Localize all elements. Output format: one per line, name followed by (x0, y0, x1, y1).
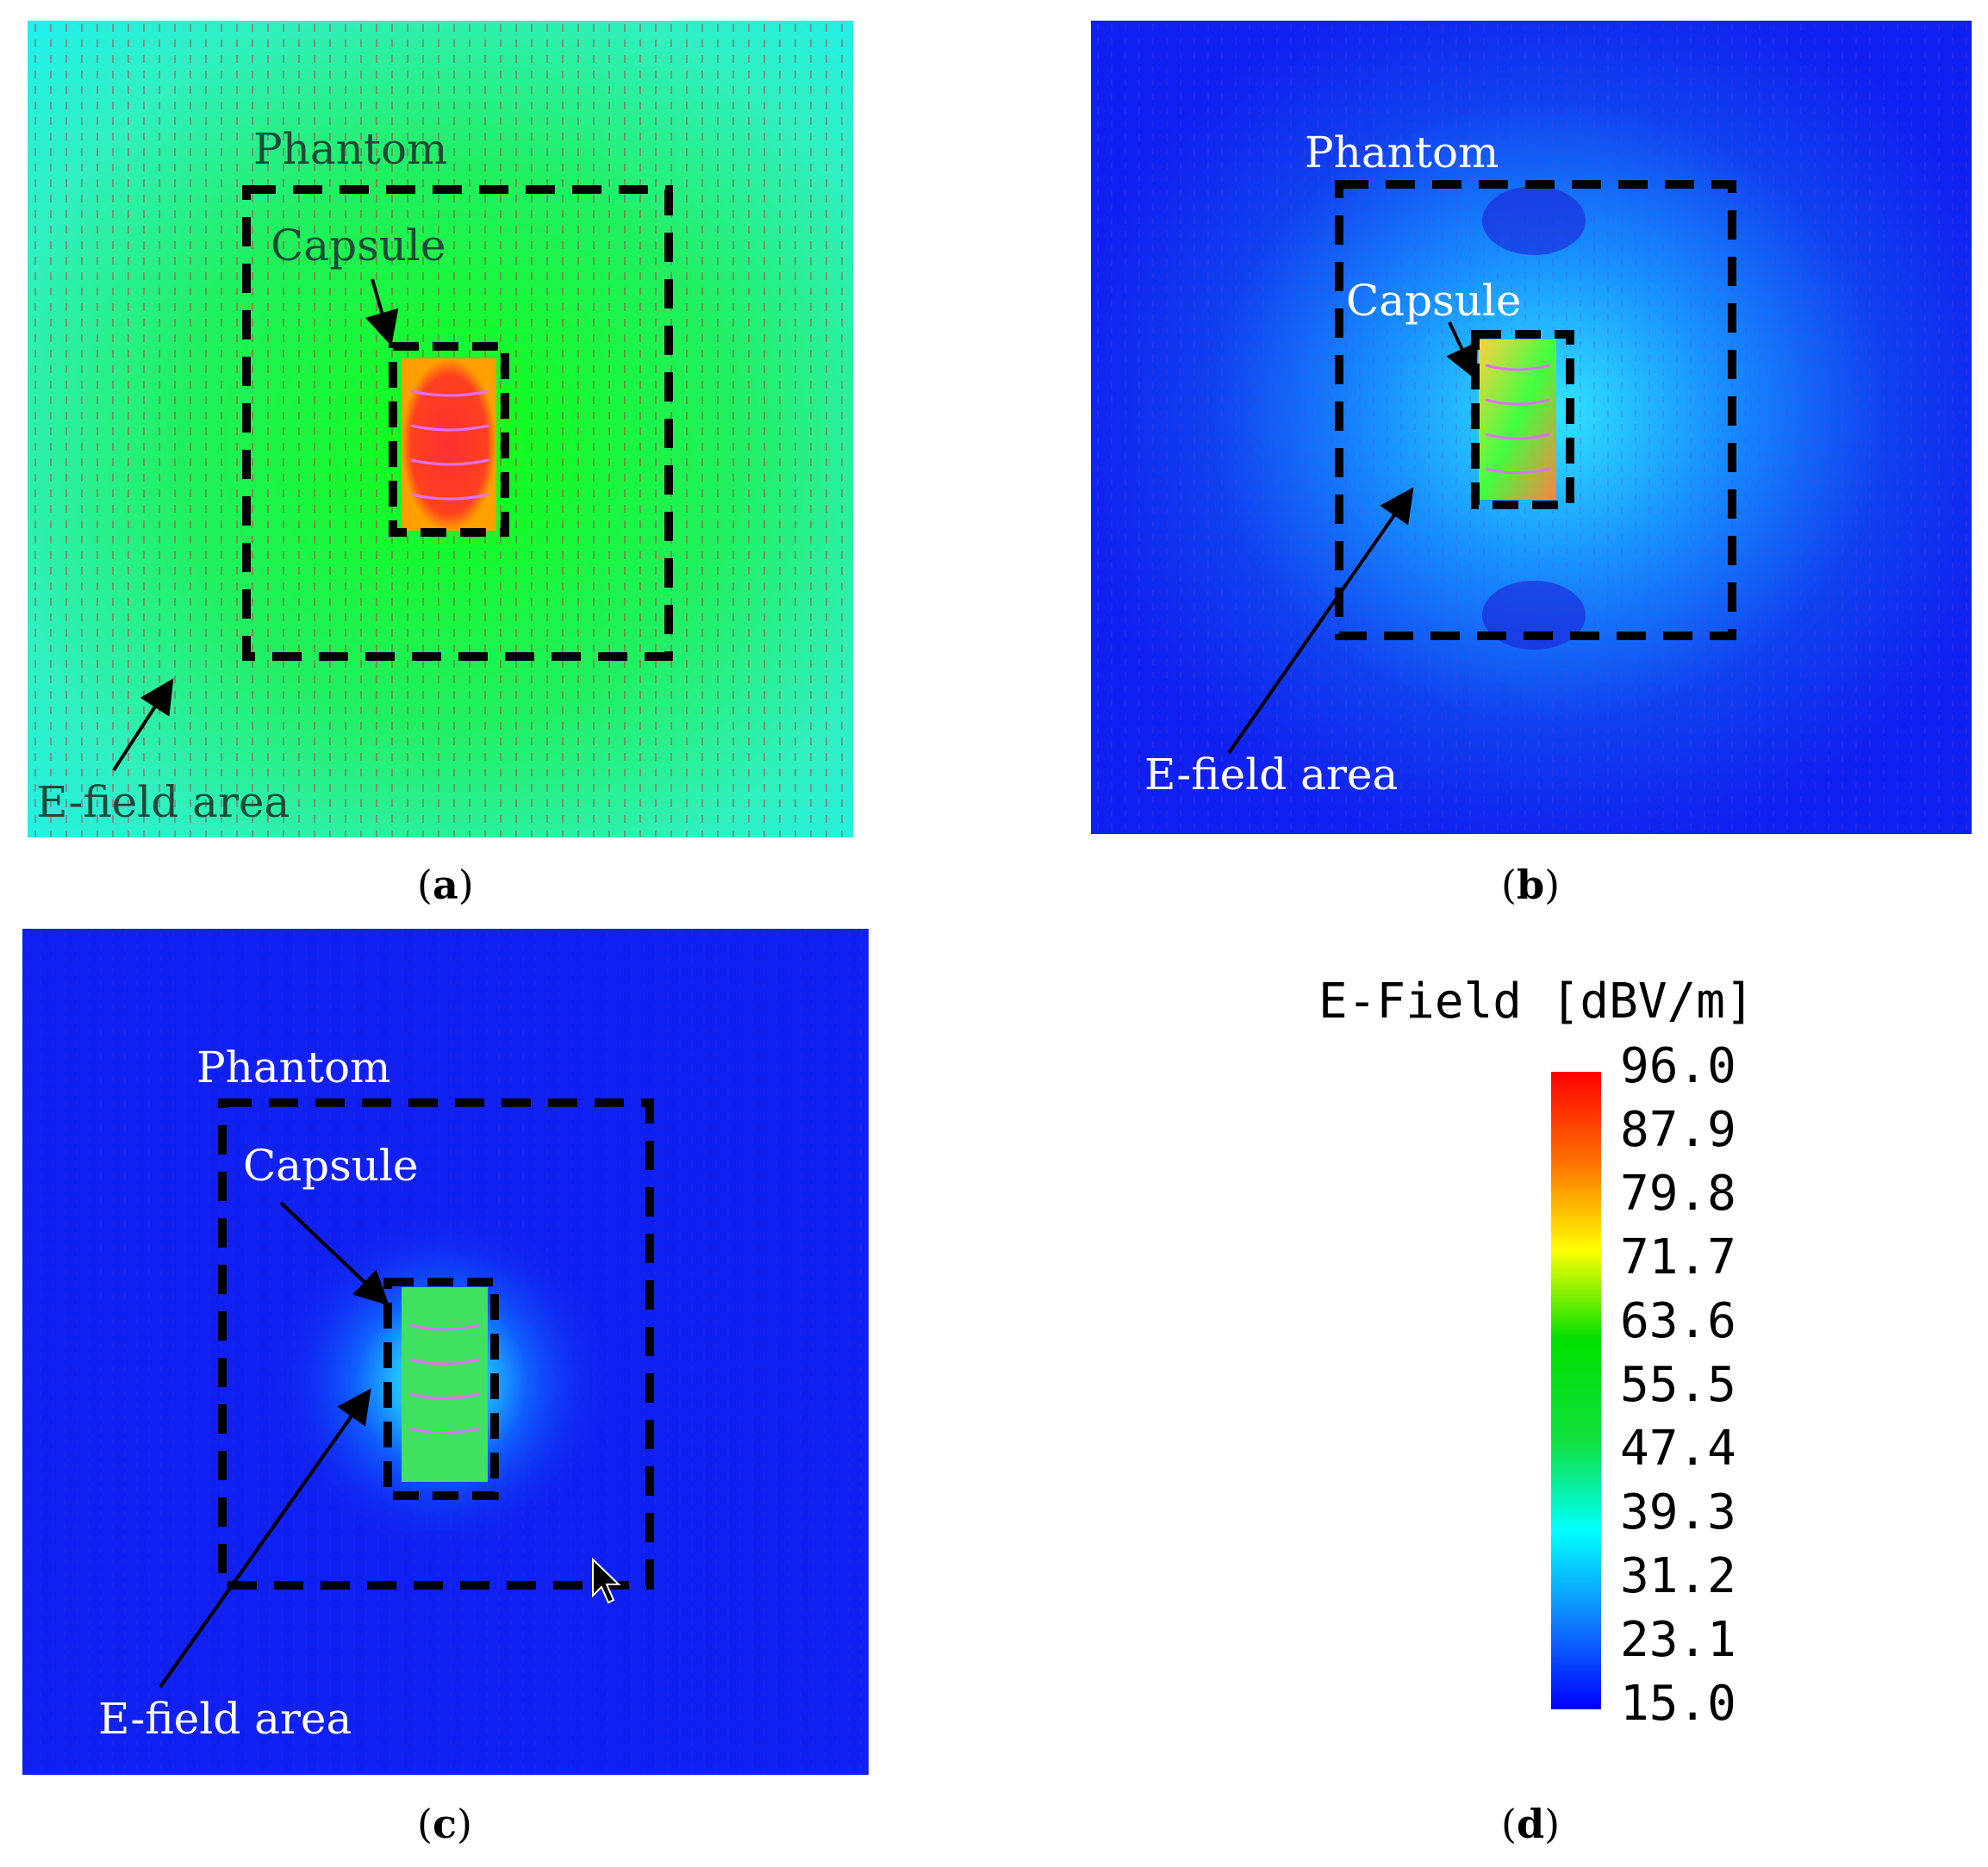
phantom-label-b: Phantom (1305, 128, 1499, 177)
legend-tick-label: 79.8 (1620, 1166, 1736, 1222)
phantom-box-a (242, 185, 673, 661)
legend-tick-label: 63.6 (1620, 1293, 1736, 1349)
panel-b-field-map (1091, 21, 1972, 834)
mouse-cursor-icon (592, 1557, 621, 1604)
legend-colorbar (1551, 1072, 1601, 1709)
phantom-label-a: Phantom (253, 124, 448, 174)
capsule-box-a (389, 342, 509, 537)
legend-tick-label: 23.1 (1620, 1612, 1736, 1668)
legend-tick-label: 96.0 (1620, 1038, 1736, 1094)
panel-c-field-map (22, 929, 869, 1775)
panel-a-field-plot: Phantom Capsule E-field area (28, 21, 853, 837)
capsule-label-c: Capsule (243, 1141, 419, 1191)
legend-tick-label: 31.2 (1620, 1548, 1736, 1604)
phantom-box-c (218, 1098, 654, 1590)
legend-tick-label: 47.4 (1620, 1421, 1736, 1477)
panel-b-annotations (1227, 180, 1736, 755)
panel-c-field-plot: Phantom Capsule E-field area (22, 929, 869, 1775)
caption-d: (d) (1501, 1801, 1561, 1847)
capsule-label-a: Capsule (271, 221, 446, 271)
legend-tick-label: 39.3 (1620, 1484, 1736, 1540)
capsule-hotspot-c (402, 1287, 488, 1482)
e-field-area-label-c: E-field area (98, 1694, 352, 1744)
caption-a: (a) (417, 862, 474, 908)
legend-tick-label: 15.0 (1620, 1676, 1736, 1732)
e-field-area-label-b: E-field area (1144, 750, 1399, 800)
panel-b-field-plot: Phantom Capsule E-field area (1091, 21, 1972, 834)
legend-tick-label: 55.5 (1620, 1357, 1736, 1413)
capsule-box-c (383, 1278, 499, 1500)
caption-c: (c) (417, 1801, 472, 1847)
caption-b: (b) (1501, 862, 1561, 908)
legend-tick-label: 87.9 (1620, 1102, 1736, 1158)
phantom-box-b (1335, 180, 1736, 640)
panel-c-annotations (159, 1098, 654, 1689)
panel-a-annotations (112, 185, 673, 772)
legend-tick-label: 71.7 (1620, 1229, 1736, 1285)
capsule-box-b (1471, 330, 1574, 509)
capsule-label-b: Capsule (1346, 276, 1522, 326)
phantom-label-c: Phantom (196, 1042, 391, 1092)
legend-title: E-Field [dBV/m] (1318, 974, 1754, 1030)
capsule-hotspot-a (402, 358, 496, 531)
e-field-area-label-a: E-field area (36, 777, 290, 827)
